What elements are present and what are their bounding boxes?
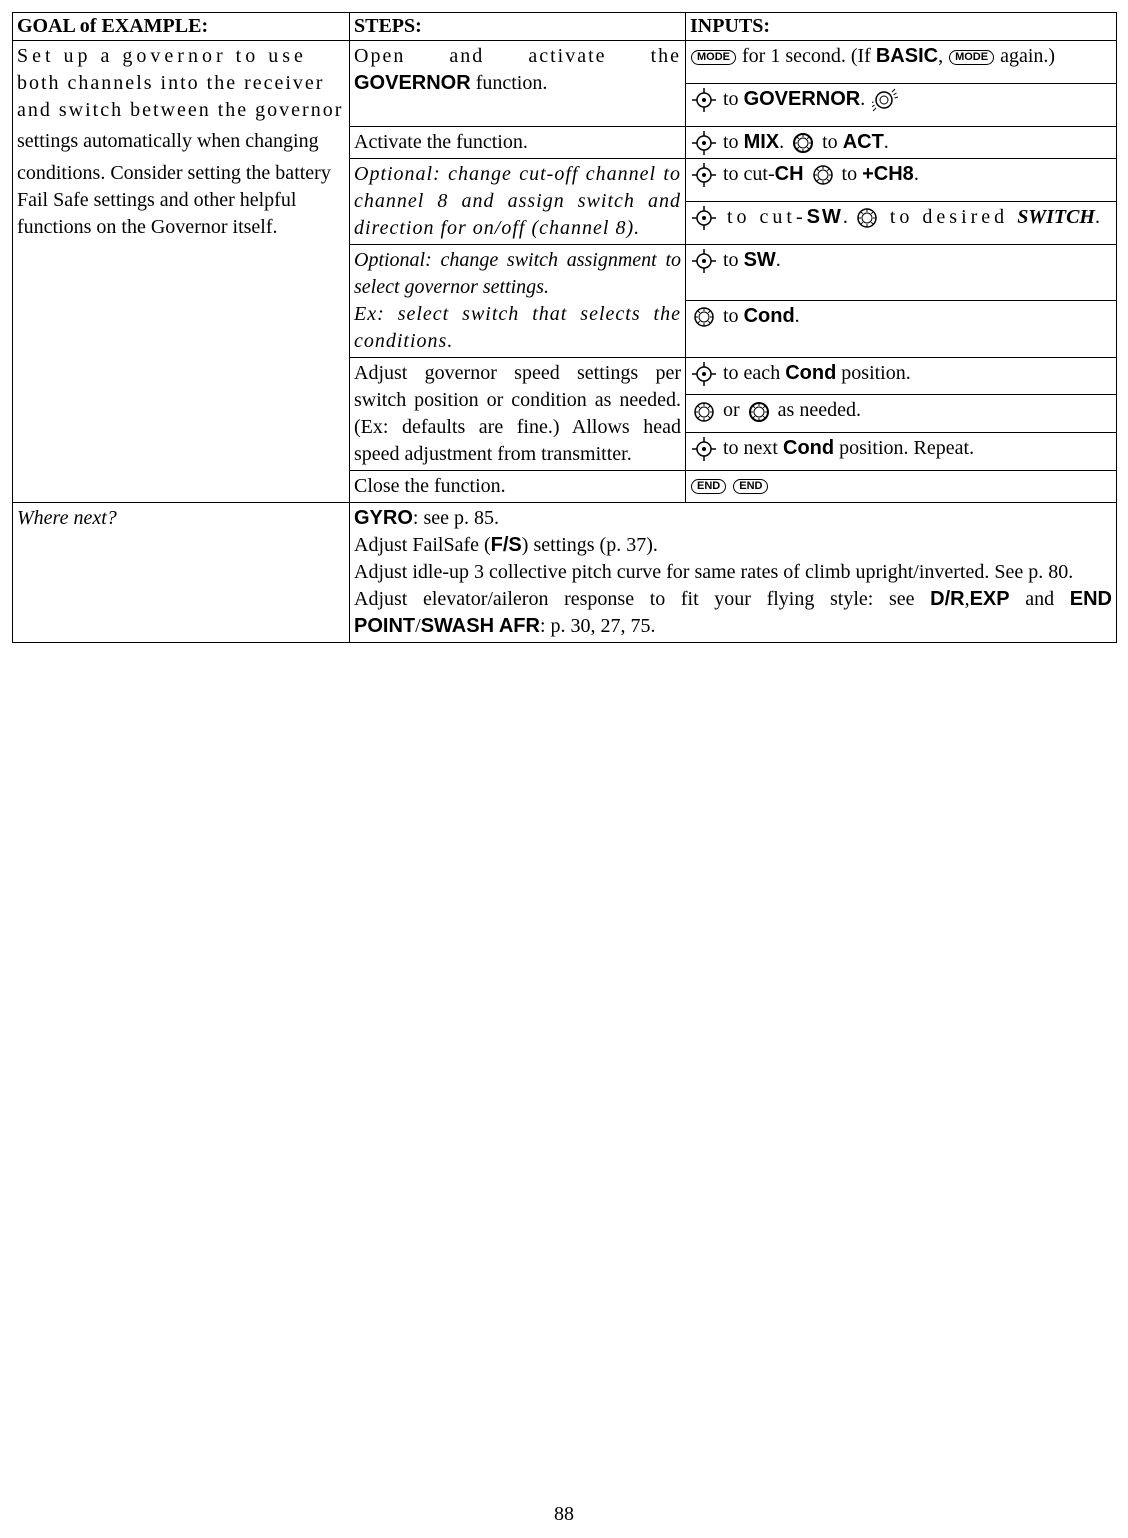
header-steps: STEPS: (350, 13, 686, 41)
step-open: Open and activate the GOVERNOR function. (350, 41, 686, 127)
goal-cell-part3: conditions. Consider setting the battery… (13, 158, 350, 244)
input-5a: to each Cond position. (686, 357, 1117, 395)
where-next-label: Where next? (13, 502, 350, 642)
cursor-icon (692, 206, 716, 230)
input-5c: to next Cond position. Repeat. (686, 432, 1117, 470)
end-button-icon: END (691, 479, 726, 494)
where-next-body: GYRO: see p. 85. Adjust FailSafe (F/S) s… (350, 502, 1117, 642)
step-activate: Activate the function. (350, 126, 686, 158)
step-cutoff: Optional: change cut-off channel to chan… (350, 158, 686, 244)
input-5b: or as needed. (686, 395, 1117, 433)
header-row: GOAL of EXAMPLE: STEPS: INPUTS: (13, 13, 1117, 41)
goal-cell-empty2 (13, 357, 350, 470)
dial-icon (855, 206, 879, 230)
step-switch-assign: Optional: change switch assignment to se… (350, 244, 686, 357)
row-6: Close the function. END END (13, 470, 1117, 502)
dial-icon (811, 163, 835, 187)
cursor-icon (692, 249, 716, 273)
cursor-icon (692, 88, 716, 112)
input-1b: to GOVERNOR. (686, 83, 1117, 126)
row-5: Adjust governor speed settings per switc… (13, 357, 1117, 395)
row-4: Optional: change switch assignment to se… (13, 244, 1117, 301)
step-adjust-speed: Adjust governor speed settings per switc… (350, 357, 686, 470)
instruction-table: GOAL of EXAMPLE: STEPS: INPUTS: Set up a… (12, 12, 1117, 643)
goal-cell-part2: settings automatically when changing (13, 126, 350, 158)
row-3: conditions. Consider setting the battery… (13, 158, 1117, 201)
row-2: settings automatically when changing Act… (13, 126, 1117, 158)
input-4b: to Cond. (686, 301, 1117, 358)
mode-button-icon: MODE (691, 50, 736, 65)
input-2: to MIX. to ACT. (686, 126, 1117, 158)
goal-cell-part1: Set up a governor to use both channels i… (13, 41, 350, 127)
input-6: END END (686, 470, 1117, 502)
dial-press-icon (791, 131, 815, 155)
header-goal: GOAL of EXAMPLE: (13, 13, 350, 41)
header-inputs: INPUTS: (686, 13, 1117, 41)
mode-button-icon: MODE (949, 50, 994, 65)
cursor-icon (692, 362, 716, 386)
cursor-icon (692, 437, 716, 461)
dial-icon (692, 305, 716, 329)
cursor-icon (692, 163, 716, 187)
goal-cell-empty3 (13, 470, 350, 502)
cursor-icon (692, 131, 716, 155)
dial-icon (692, 400, 716, 424)
row-1: Set up a governor to use both channels i… (13, 41, 1117, 84)
goal-cell-empty1 (13, 244, 350, 357)
input-3a: to cut-CH to +CH8. (686, 158, 1117, 201)
step-close: Close the function. (350, 470, 686, 502)
input-4a: to SW. (686, 244, 1117, 301)
end-button-icon: END (733, 479, 768, 494)
input-3b: to cut-SW. to desired SWITCH. (686, 201, 1117, 244)
where-next-row: Where next? GYRO: see p. 85. Adjust Fail… (13, 502, 1117, 642)
input-1a: MODE for 1 second. (If BASIC, MODE again… (686, 41, 1117, 84)
dial-press-icon (747, 400, 771, 424)
page-number: 88 (12, 1503, 1116, 1526)
dial-rays-icon (872, 88, 898, 112)
